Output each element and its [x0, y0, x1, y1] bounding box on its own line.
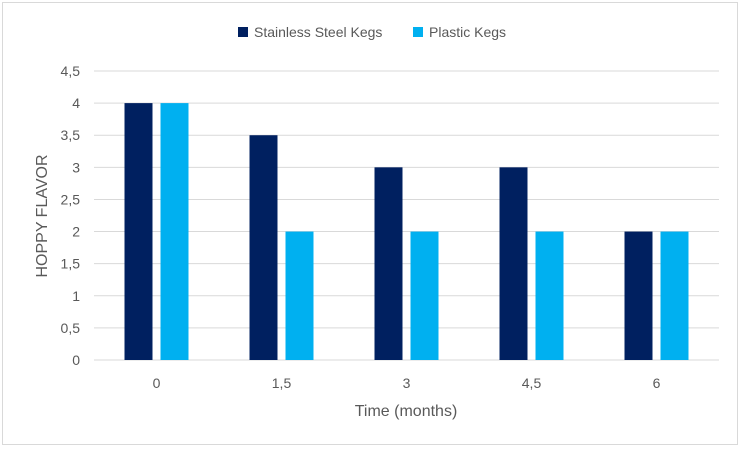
x-axis-ticks: 0 1,5 3 4,5 6	[153, 375, 661, 391]
x-tick-label: 6	[653, 375, 661, 391]
bar-plastic-0	[160, 103, 189, 360]
legend-swatch-plastic	[413, 27, 423, 37]
y-tick-label: 3	[72, 159, 80, 175]
bar-plastic-1	[285, 231, 314, 360]
y-tick-label: 1,5	[61, 256, 81, 272]
legend: Stainless Steel Kegs Plastic Kegs	[238, 24, 506, 40]
bar-stainless-steel-2	[374, 167, 403, 360]
legend-label-stainless-steel: Stainless Steel Kegs	[254, 24, 382, 40]
x-tick-label: 4,5	[522, 375, 542, 391]
bar-stainless-steel-1	[249, 135, 278, 360]
legend-label-plastic: Plastic Kegs	[429, 24, 506, 40]
y-tick-label: 4,5	[61, 63, 81, 79]
x-tick-label: 1,5	[272, 375, 292, 391]
y-tick-label: 2,5	[61, 191, 81, 207]
x-axis-title: Time (months)	[355, 403, 458, 420]
bars	[124, 103, 689, 360]
bar-stainless-steel-4	[624, 231, 653, 360]
y-tick-label: 4	[72, 95, 80, 111]
x-tick-label: 3	[403, 375, 411, 391]
legend-swatch-stainless-steel	[238, 27, 248, 37]
gridlines	[94, 70, 719, 361]
x-tick-label: 0	[153, 375, 161, 391]
y-tick-label: 3,5	[61, 127, 81, 143]
bar-plastic-3	[535, 231, 564, 360]
y-axis-title: HOPPY FLAVOR	[34, 155, 51, 278]
bar-plastic-2	[410, 231, 439, 360]
y-tick-label: 0	[72, 352, 80, 368]
y-axis-ticks: 0 0,5 1 1,5 2 2,5 3 3,5 4 4,5	[61, 63, 81, 368]
y-tick-label: 2	[72, 224, 80, 240]
bar-stainless-steel-0	[124, 103, 153, 360]
bar-plastic-4	[660, 231, 689, 360]
bar-stainless-steel-3	[499, 167, 528, 360]
y-tick-label: 0,5	[61, 320, 81, 336]
y-tick-label: 1	[72, 288, 80, 304]
